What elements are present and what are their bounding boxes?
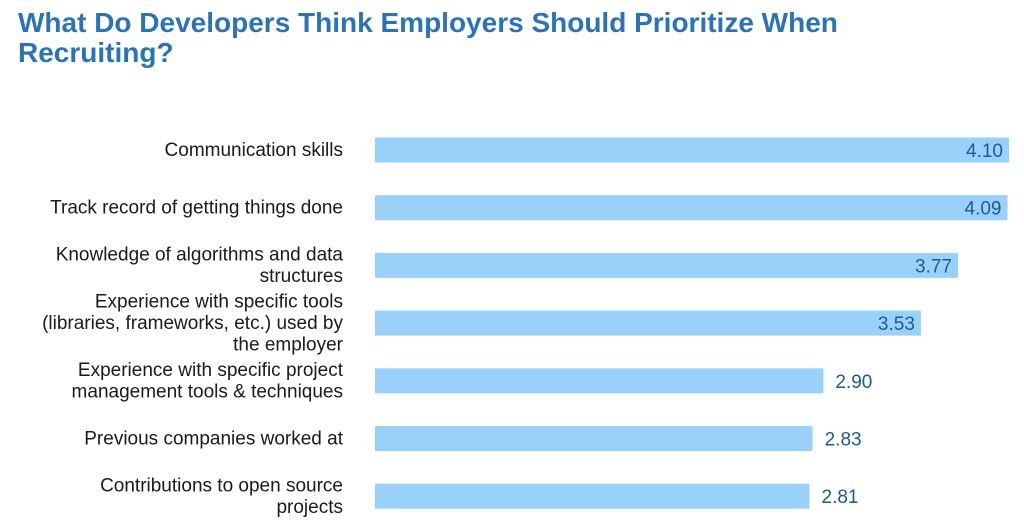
value-label-7: 2.81 — [822, 487, 859, 508]
value-label-2: 4.09 — [965, 199, 1002, 220]
category-label-5: Experience with specific project manageme… — [72, 360, 344, 403]
category-label-line: Contributions to open source — [100, 476, 343, 497]
category-label-line: projects — [276, 497, 343, 518]
value-label-1: 4.10 — [966, 141, 1003, 162]
category-label-line: Experience with specific tools — [95, 292, 343, 313]
category-label-line: management tools & techniques — [72, 382, 343, 403]
bar-2 — [375, 195, 1008, 221]
category-label-line: Communication skills — [165, 140, 343, 161]
category-label-line: Experience with specific project — [78, 360, 344, 381]
value-label-group: 4.10 4.09 3.77 3.53 2.90 2.83 2.81 — [822, 141, 1004, 508]
bar-4 — [375, 310, 921, 336]
category-label-1: Communication skills — [165, 140, 343, 161]
value-label-3: 3.77 — [915, 256, 952, 277]
category-label-7: Contributions to open source projects — [100, 476, 343, 519]
category-label-line: the employer — [233, 335, 344, 356]
value-label-4: 3.53 — [878, 314, 915, 335]
category-label-line: Previous companies worked at — [84, 429, 343, 450]
bar-7 — [375, 483, 810, 509]
category-label-line: (libraries, frameworks, etc.) used by — [42, 313, 343, 334]
bar-3 — [375, 252, 958, 278]
category-label-group: Communication skills Track record of gett… — [42, 140, 344, 518]
chart-title: What Do Developers Think Employers Shoul… — [18, 7, 838, 68]
category-label-6: Previous companies worked at — [84, 429, 343, 450]
value-label-6: 2.83 — [825, 430, 862, 451]
category-label-line: Track record of getting things done — [50, 198, 343, 219]
bar-6 — [375, 426, 813, 451]
bar-group — [375, 137, 1009, 509]
category-label-4: Experience with specific tools (libraries… — [42, 292, 344, 356]
category-label-3: Knowledge of algorithms and data structur… — [56, 245, 344, 288]
category-label-line: structures — [260, 266, 343, 287]
bar-5 — [375, 368, 824, 394]
category-label-2: Track record of getting things done — [50, 198, 343, 219]
bar-1 — [375, 137, 1009, 163]
category-label-line: Knowledge of algorithms and data — [56, 245, 344, 266]
value-label-5: 2.90 — [835, 372, 872, 393]
